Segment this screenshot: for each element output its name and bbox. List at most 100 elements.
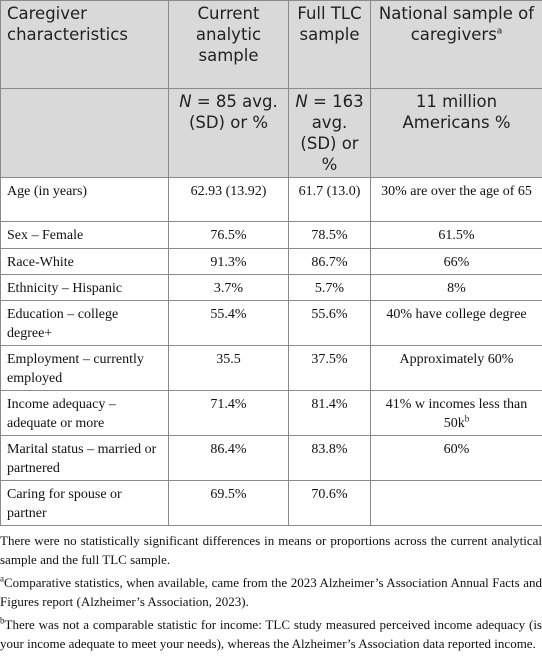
header-cell xyxy=(0,88,169,178)
table-cell: 91.3% xyxy=(168,248,289,275)
cell-text: 91.3% xyxy=(210,255,247,270)
table-cell: Ethnicity – Hispanic xyxy=(0,274,169,301)
cell-text: 66% xyxy=(443,255,470,270)
note: There were no statistically significant … xyxy=(0,532,542,569)
table-row: Caring for spouse or partner 69.5% 70.6% xyxy=(0,480,542,526)
table-cell: Caring for spouse or partner xyxy=(0,480,169,526)
cell-text: 40% have college degree xyxy=(386,307,527,322)
cell-text: 55.6% xyxy=(311,307,348,322)
table-row: Marital status – married or partnered 86.… xyxy=(0,435,542,481)
cell-text: 81.4% xyxy=(311,397,348,412)
table-cell: 86.7% xyxy=(288,248,371,275)
cell-text: Employment – currently employed xyxy=(7,352,144,386)
table-row: Ethnicity – Hispanic 3.7% 5.7% 8% xyxy=(0,274,542,301)
cell-text: 83.8% xyxy=(311,442,348,457)
header-cell: Full TLC sample xyxy=(288,0,371,89)
header-cell: 11 million Americans % xyxy=(370,88,542,178)
table-cell: Age (in years) xyxy=(0,177,169,222)
table-cell: 86.4% xyxy=(168,435,289,481)
header-row: Caregiver characteristics Current analyti… xyxy=(0,0,542,89)
cell-text: 76.5% xyxy=(210,228,247,243)
table-cell xyxy=(370,480,542,526)
cell-text: Race-White xyxy=(7,255,74,270)
table-cell: 5.7% xyxy=(288,274,371,301)
table-cell: 61.5% xyxy=(370,221,542,249)
table-cell: Marital status – married or partnered xyxy=(0,435,169,481)
cell-text: 60% xyxy=(443,442,470,457)
header-text: = 163 avg. (SD) or % xyxy=(300,92,364,174)
table-row: Education – college degree+ 55.4% 55.6% 40%… xyxy=(0,300,542,346)
header-cell: N = 85 avg. (SD) or % xyxy=(168,88,289,178)
table-cell: 60% xyxy=(370,435,542,481)
notes: There were no statistically significant … xyxy=(0,532,542,653)
table-cell: 30% are over the age of 65 xyxy=(370,177,542,222)
table-cell: 55.4% xyxy=(168,300,289,346)
cell-text: 86.7% xyxy=(311,255,348,270)
table-row: Race-White 91.3% 86.7% 66% xyxy=(0,248,542,275)
cell-text: 3.7% xyxy=(213,281,244,296)
table-cell: Employment – currently employed xyxy=(0,345,169,391)
footnote-marker: a xyxy=(496,26,503,37)
table-row: Employment – currently employed 35.5 37.5%… xyxy=(0,345,542,391)
header-cell: Current analytic sample xyxy=(168,0,289,89)
cell-text: Approximately 60% xyxy=(399,352,514,367)
table-cell: 40% have college degree xyxy=(370,300,542,346)
table-cell: 81.4% xyxy=(288,390,371,436)
table-header: Caregiver characteristics Current analyti… xyxy=(0,0,542,178)
cell-text: 8% xyxy=(447,281,466,296)
table-cell: 8% xyxy=(370,274,542,301)
table-cell: 3.7% xyxy=(168,274,289,301)
footnote-marker: b xyxy=(464,413,470,424)
table-cell: 55.6% xyxy=(288,300,371,346)
header-text: Current analytic sample xyxy=(195,4,262,65)
footnote-marker: a xyxy=(0,573,4,584)
cell-text: 37.5% xyxy=(311,352,348,367)
table-cell: Approximately 60% xyxy=(370,345,542,391)
note-text: There were no statistically significant … xyxy=(0,533,542,567)
cell-text: 70.6% xyxy=(311,487,348,502)
table-cell: Education – college degree+ xyxy=(0,300,169,346)
table-cell: 61.7 (13.0) xyxy=(288,177,371,222)
cell-text: 30% are over the age of 65 xyxy=(381,184,532,199)
cell-text: 55.4% xyxy=(210,307,247,322)
table-cell: 69.5% xyxy=(168,480,289,526)
table-cell: 78.5% xyxy=(288,221,371,249)
table-row: Income adequacy – adequate or more 71.4% 8… xyxy=(0,390,542,436)
table-cell: Race-White xyxy=(0,248,169,275)
header-text: National sample of caregivers xyxy=(378,4,535,44)
note: bThere was not a comparable statistic fo… xyxy=(0,616,542,653)
note: aComparative statistics, when available,… xyxy=(0,574,542,611)
italic-symbol: N xyxy=(179,92,192,111)
footnote-marker: b xyxy=(0,615,5,626)
header-row: N = 85 avg. (SD) or % N = 163 avg. (SD) o… xyxy=(0,88,542,178)
table-cell: 70.6% xyxy=(288,480,371,526)
header-cell: N = 163 avg. (SD) or % xyxy=(288,88,371,178)
cell-text: 69.5% xyxy=(210,487,247,502)
header-text: 11 million Americans % xyxy=(402,92,511,132)
cell-text: Marital status – married or partnered xyxy=(7,442,157,476)
data-table: Caregiver characteristics Current analyti… xyxy=(0,0,542,526)
cell-text: 61.7 (13.0) xyxy=(298,184,361,199)
cell-text: 62.93 (13.92) xyxy=(190,184,267,199)
cell-text: Sex – Female xyxy=(7,228,84,243)
cell-text: 5.7% xyxy=(314,281,345,296)
cell-text: 86.4% xyxy=(210,442,247,457)
table-row: Sex – Female 76.5% 78.5% 61.5% xyxy=(0,221,542,249)
cell-text: 41% w incomes less than 50k xyxy=(385,397,528,431)
table-body: Age (in years) 62.93 (13.92) 61.7 (13.0) 30… xyxy=(0,177,542,526)
cell-text: 71.4% xyxy=(210,397,247,412)
cell-text: 61.5% xyxy=(438,228,475,243)
table-cell: 41% w incomes less than 50kb xyxy=(370,390,542,436)
cell-text: Age (in years) xyxy=(7,184,88,199)
table-row: Age (in years) 62.93 (13.92) 61.7 (13.0) 30… xyxy=(0,177,542,222)
cell-text: Ethnicity – Hispanic xyxy=(7,281,123,296)
header-text: Caregiver characteristics xyxy=(7,4,128,44)
table-cell: 62.93 (13.92) xyxy=(168,177,289,222)
table-cell: 35.5 xyxy=(168,345,289,391)
header-text: Full TLC sample xyxy=(297,4,362,44)
table-cell: 71.4% xyxy=(168,390,289,436)
cell-text: Education – college degree+ xyxy=(7,307,119,341)
header-text: = 85 avg. (SD) or % xyxy=(188,92,278,132)
table-cell: 76.5% xyxy=(168,221,289,249)
